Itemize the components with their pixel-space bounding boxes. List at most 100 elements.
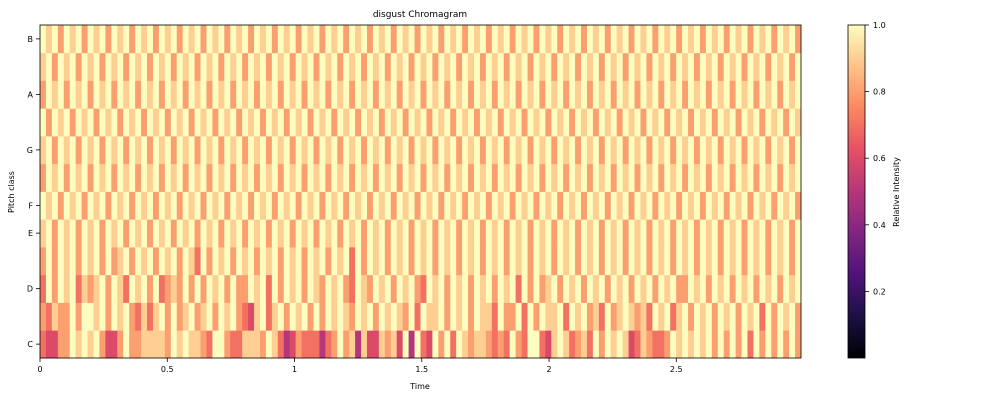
heatmap-cell	[795, 330, 802, 359]
heatmap-cell	[361, 80, 368, 109]
heatmap-cell	[331, 330, 338, 359]
heatmap-cell	[783, 247, 790, 276]
heatmap-cell	[271, 163, 279, 192]
heatmap-cell	[248, 330, 255, 359]
heatmap-cell	[307, 191, 314, 220]
heatmap-cell	[771, 80, 778, 109]
heatmap-cell	[586, 80, 594, 109]
heatmap-cell	[765, 108, 772, 137]
heatmap-cell	[372, 80, 380, 109]
heatmap-cell	[129, 163, 136, 192]
heatmap-cell	[289, 80, 297, 109]
heatmap-cell	[777, 163, 784, 192]
heatmap-cell	[164, 163, 172, 192]
heatmap-cell	[426, 247, 433, 276]
heatmap-cell	[224, 274, 231, 303]
heatmap-cell	[349, 163, 356, 192]
heatmap-cell	[670, 191, 677, 220]
heatmap-cell	[224, 191, 231, 220]
heatmap-cell	[87, 163, 94, 192]
heatmap-cell	[378, 302, 386, 331]
heatmap-cell	[105, 219, 112, 248]
heatmap-cell	[741, 25, 748, 54]
heatmap-cell	[141, 247, 148, 276]
heatmap-cell	[753, 25, 760, 54]
heatmap-cell	[741, 219, 748, 248]
heatmap-cell	[349, 219, 356, 248]
heatmap-cell	[355, 247, 362, 276]
heatmap-cell	[366, 52, 374, 81]
heatmap-cell	[176, 302, 184, 331]
heatmap-cell	[135, 302, 142, 331]
heatmap-cell	[277, 25, 285, 54]
heatmap-cell	[289, 163, 297, 192]
heatmap-cell	[545, 25, 552, 54]
heatmap-cell	[188, 136, 195, 165]
heatmap-cell	[105, 191, 112, 220]
heatmap-cell	[147, 219, 154, 248]
heatmap-cell	[658, 80, 665, 109]
heatmap-cell	[319, 136, 326, 165]
heatmap-cell	[254, 191, 261, 220]
heatmap-cell	[783, 108, 790, 137]
heatmap-cell	[640, 247, 647, 276]
heatmap-cell	[717, 108, 725, 137]
heatmap-cell	[271, 330, 279, 359]
heatmap-cell	[117, 274, 124, 303]
heatmap-cell	[75, 136, 83, 165]
heatmap-cell	[682, 191, 689, 220]
heatmap-cell	[93, 219, 100, 248]
heatmap-cell	[200, 219, 207, 248]
heatmap-cell	[182, 163, 190, 192]
heatmap-cell	[236, 163, 243, 192]
heatmap-cell	[699, 247, 707, 276]
heatmap-cell	[259, 274, 267, 303]
heatmap-cell	[622, 330, 629, 359]
heatmap-cell	[69, 274, 77, 303]
heatmap-cell	[444, 247, 451, 276]
heatmap-cell	[51, 163, 59, 192]
heatmap-cell	[164, 330, 172, 359]
heatmap-cell	[366, 25, 374, 54]
heatmap-cell	[658, 163, 665, 192]
heatmap-cell	[75, 330, 83, 359]
heatmap-cell	[729, 247, 737, 276]
heatmap-cell	[575, 302, 582, 331]
heatmap-cell	[129, 247, 136, 276]
heatmap-cell	[747, 108, 754, 137]
heatmap-cell	[628, 25, 635, 54]
heatmap-cell	[355, 274, 362, 303]
heatmap-cell	[468, 330, 475, 359]
heatmap-cell	[598, 108, 606, 137]
heatmap-cell	[569, 25, 576, 54]
heatmap-cell	[337, 219, 344, 248]
heatmap-cell	[581, 108, 588, 137]
heatmap-cell	[277, 52, 285, 81]
heatmap-cell	[592, 330, 600, 359]
heatmap-cell	[658, 25, 665, 54]
heatmap-cell	[598, 330, 606, 359]
heatmap-cell	[563, 302, 570, 331]
heatmap-cell	[670, 274, 677, 303]
heatmap-cell	[551, 136, 558, 165]
heatmap-cell	[69, 247, 77, 276]
heatmap-cell	[206, 80, 213, 109]
heatmap-cell	[438, 191, 445, 220]
heatmap-cell	[75, 247, 83, 276]
heatmap-cell	[741, 136, 748, 165]
heatmap-cell	[378, 330, 386, 359]
heatmap-cell	[277, 108, 285, 137]
heatmap-cell	[81, 136, 88, 165]
heatmap-cell	[265, 274, 273, 303]
heatmap-cell	[759, 25, 766, 54]
x-axis: 0 0.5 1 1.5 2 2.5	[37, 358, 683, 374]
heatmap-cell	[771, 247, 778, 276]
heatmap-cell	[158, 274, 166, 303]
heatmap-cell	[135, 136, 142, 165]
heatmap-cell	[789, 330, 796, 359]
heatmap-cell	[462, 302, 469, 331]
heatmap-cell	[283, 136, 291, 165]
heatmap-cell	[93, 108, 100, 137]
heatmap-cell	[384, 52, 392, 81]
heatmap-cell	[182, 80, 190, 109]
